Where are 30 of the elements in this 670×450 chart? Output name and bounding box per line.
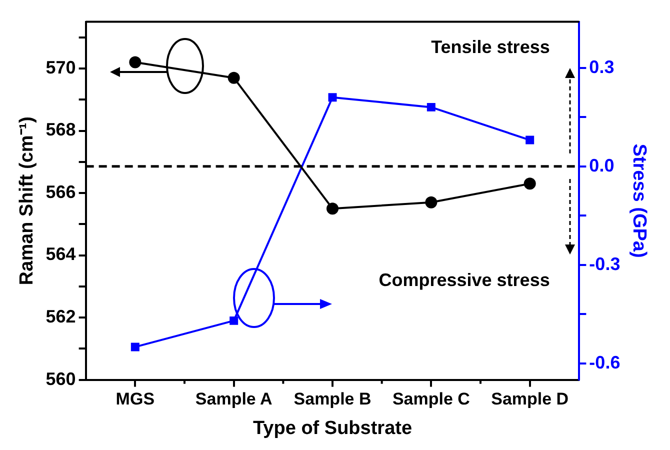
point [130,342,140,352]
annotation: Compressive stress [378,270,550,290]
annotation: Tensile stress [431,37,550,58]
point [526,136,534,144]
point [328,93,337,102]
y-tick-label: 568 [46,120,76,140]
x-tick-label: Sample A [195,390,272,409]
point [326,202,339,215]
point [426,102,436,112]
y-tick-label: 570 [46,57,76,78]
y2-tick-label: -0.3 [589,254,620,274]
point [228,72,240,84]
y-tick-label: 566 [46,182,76,202]
x-tick-label: Sample B [294,390,372,409]
y-tick-label: 560 [46,368,76,389]
y-tick-label: 564 [46,244,76,264]
point [524,178,536,190]
x-axis-title: Type of Substrate [252,418,412,439]
x-tick-label: Sample D [491,390,569,409]
x-tick-label: Sample C [392,390,470,409]
x-tick-label: MGS [116,390,155,409]
point [129,56,142,68]
y-tick-label: 562 [46,306,76,327]
y2-axis-title: Stress (GPa) [628,144,650,258]
y-axis-title: Raman Shift (cm⁻¹) [16,116,38,286]
point [230,316,238,325]
point [425,196,438,208]
y2-tick-label: 0.0 [589,155,614,176]
y2-tick-label: -0.6 [589,352,620,372]
y2-tick-label: 0.3 [589,56,614,77]
